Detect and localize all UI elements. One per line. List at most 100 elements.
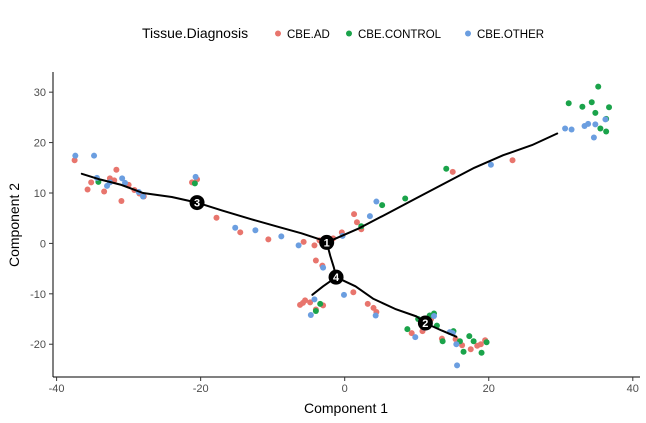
point-cbe-other [590, 134, 597, 141]
point-cbe-control [588, 99, 595, 106]
point-cbe-ad [213, 214, 220, 221]
point-cbe-ad [71, 157, 78, 164]
trajectory-branch [325, 132, 559, 244]
point-cbe-control [603, 128, 610, 135]
branch-node-label: 3 [194, 198, 200, 210]
x-axis-title: Component 1 [304, 400, 388, 416]
trajectory-branch [335, 276, 458, 338]
point-cbe-other [91, 152, 98, 159]
point-cbe-ad [265, 236, 272, 243]
y-axis-ticks: -20 -10 0 10 20 30 [30, 87, 53, 351]
point-cbe-other [487, 161, 494, 168]
point-cbe-ad [449, 168, 456, 175]
point-cbe-ad [118, 198, 125, 205]
point-cbe-other [372, 312, 379, 319]
point-cbe-other [585, 120, 592, 127]
point-cbe-control [597, 125, 604, 132]
point-cbe-ad [302, 297, 309, 304]
point-cbe-other [252, 227, 259, 234]
point-cbe-ad [351, 211, 358, 218]
point-cbe-ad [477, 341, 484, 348]
point-cbe-control [460, 348, 467, 355]
plot-area: 3 1 4 2 [71, 83, 613, 369]
y-tick-label: -10 [30, 289, 46, 301]
y-tick-label: -20 [30, 339, 46, 351]
legend-label: CBE.CONTROL [358, 29, 442, 41]
point-cbe-other [373, 198, 380, 205]
point-cbe-other [340, 291, 347, 298]
legend-title: Tissue.Diagnosis [142, 25, 248, 41]
legend-label: CBE.OTHER [477, 29, 544, 41]
point-cbe-control [439, 338, 446, 345]
y-tick-label: 0 [40, 238, 46, 250]
point-cbe-ad [364, 300, 371, 307]
x-tick-label: 0 [342, 383, 348, 395]
point-cbe-ad [312, 257, 319, 264]
point-cbe-control [317, 300, 324, 307]
point-cbe-ad [84, 186, 91, 193]
point-cbe-other [453, 341, 460, 348]
point-cbe-control [579, 103, 586, 110]
point-cbe-control [191, 180, 198, 187]
point-cbe-other [366, 213, 373, 220]
point-cbe-control [404, 326, 411, 333]
point-cbe-ad [467, 346, 474, 353]
branch-node [328, 269, 344, 285]
legend-label: CBE.AD [287, 29, 330, 41]
point-cbe-control [379, 202, 386, 209]
point-cbe-other [278, 233, 285, 240]
point-cbe-ad [311, 242, 318, 249]
legend-key-cbe-other [465, 30, 471, 37]
branch-node-label: 4 [333, 272, 340, 284]
point-cbe-other [119, 175, 126, 182]
point-cbe-control [478, 349, 485, 356]
point-cbe-other [320, 264, 327, 271]
branch-node [319, 234, 335, 250]
y-tick-label: 20 [34, 138, 46, 150]
point-cbe-control [565, 100, 572, 107]
y-tick-label: 30 [34, 87, 46, 99]
point-cbe-other [311, 296, 318, 303]
point-cbe-control [606, 104, 613, 111]
point-cbe-ad [300, 238, 307, 245]
point-cbe-ad [509, 157, 516, 164]
legend: Tissue.Diagnosis CBE.AD CBE.CONTROL CBE.OT… [142, 25, 544, 41]
point-cbe-other [295, 242, 302, 249]
x-tick-label: 40 [627, 383, 639, 395]
point-cbe-ad [88, 179, 95, 186]
point-cbe-control [402, 195, 409, 202]
legend-key-cbe-ad [275, 30, 281, 37]
y-tick-label: 10 [34, 188, 46, 200]
x-tick-label: -40 [49, 383, 65, 395]
y-axis-title: Component 2 [6, 183, 22, 267]
branch-node-label: 2 [422, 318, 428, 330]
point-cbe-other [72, 152, 79, 159]
point-cbe-control [466, 333, 473, 340]
x-axis-ticks: -40 -20 0 20 40 [49, 377, 639, 395]
points-layer [71, 83, 613, 369]
point-cbe-other [592, 121, 599, 128]
trajectory-branch [80, 172, 328, 244]
point-cbe-control [443, 165, 450, 172]
x-tick-label: -20 [193, 383, 209, 395]
x-tick-label: 20 [483, 383, 495, 395]
point-cbe-other [192, 173, 199, 180]
point-cbe-control [595, 83, 602, 90]
point-cbe-ad [408, 330, 415, 337]
point-cbe-ad [113, 166, 120, 173]
point-cbe-other [232, 224, 239, 231]
nodes-layer: 3 1 4 2 [189, 195, 433, 331]
point-cbe-other [562, 125, 569, 132]
point-cbe-other [602, 116, 609, 123]
point-cbe-ad [307, 299, 314, 306]
point-cbe-ad [353, 219, 360, 226]
point-cbe-control [592, 109, 599, 116]
point-cbe-ad [350, 289, 357, 296]
point-cbe-ad [237, 229, 244, 236]
point-cbe-other [307, 311, 314, 318]
legend-key-cbe-control [346, 30, 352, 37]
branch-node-label: 1 [324, 237, 330, 249]
point-cbe-other [122, 179, 129, 186]
point-cbe-other [140, 193, 147, 200]
